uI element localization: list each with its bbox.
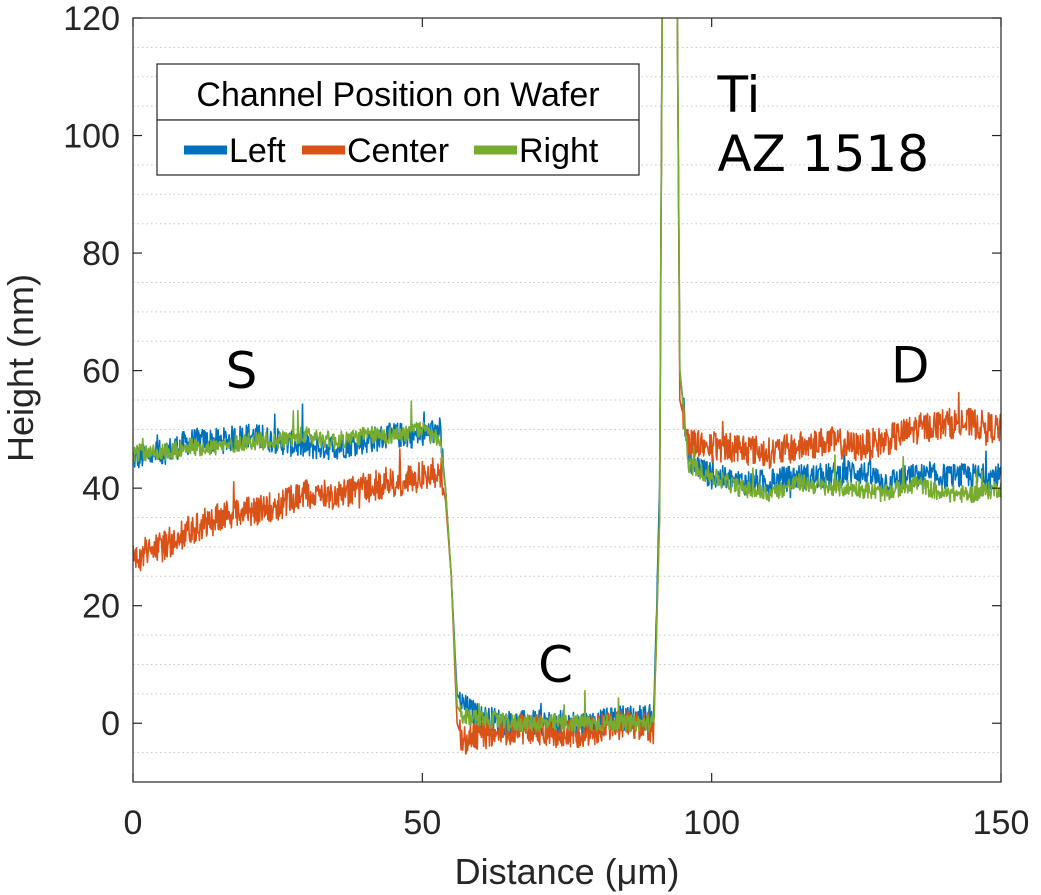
annotation-label: Ti [716, 66, 760, 124]
annotation-label: C [538, 636, 573, 694]
series-right-line [133, 18, 1001, 733]
y-axis-label: Height (nm) [0, 274, 41, 462]
y-tick-label: 40 [82, 470, 120, 508]
y-tick-label: 20 [82, 588, 120, 626]
series-center-line [133, 18, 1001, 755]
y-tick-label: 80 [82, 235, 120, 273]
legend: Channel Position on Wafer Left Center Ri… [156, 63, 640, 176]
y-tick-label: 60 [82, 353, 120, 391]
annotation-label: S [226, 342, 258, 400]
legend-entry-center: Center [347, 132, 449, 170]
x-tick-label: 150 [973, 804, 1030, 842]
y-tick-label: 120 [63, 0, 120, 38]
legend-entry-left: Left [229, 132, 286, 170]
legend-entry-right: Right [519, 132, 599, 170]
x-tick-label: 50 [403, 804, 441, 842]
y-tick-label: 0 [101, 705, 120, 743]
plot-frame [132, 17, 1002, 783]
legend-title: Channel Position on Wafer [196, 76, 599, 114]
legend-entries-box [156, 119, 640, 176]
annotation-label: AZ 1518 [717, 125, 929, 183]
x-tick-label: 0 [124, 804, 143, 842]
x-axis-ticks: 0 50 100 150 [124, 18, 1030, 842]
y-tick-label: 100 [63, 118, 120, 156]
x-tick-label: 100 [683, 804, 740, 842]
x-axis-label: Distance (μm) [455, 851, 680, 892]
y-axis-ticks: 0 20 40 60 80 100 120 [63, 0, 1001, 743]
series-layer [133, 18, 1001, 755]
annotation-label: D [891, 336, 930, 394]
legend-title-box [156, 63, 640, 121]
